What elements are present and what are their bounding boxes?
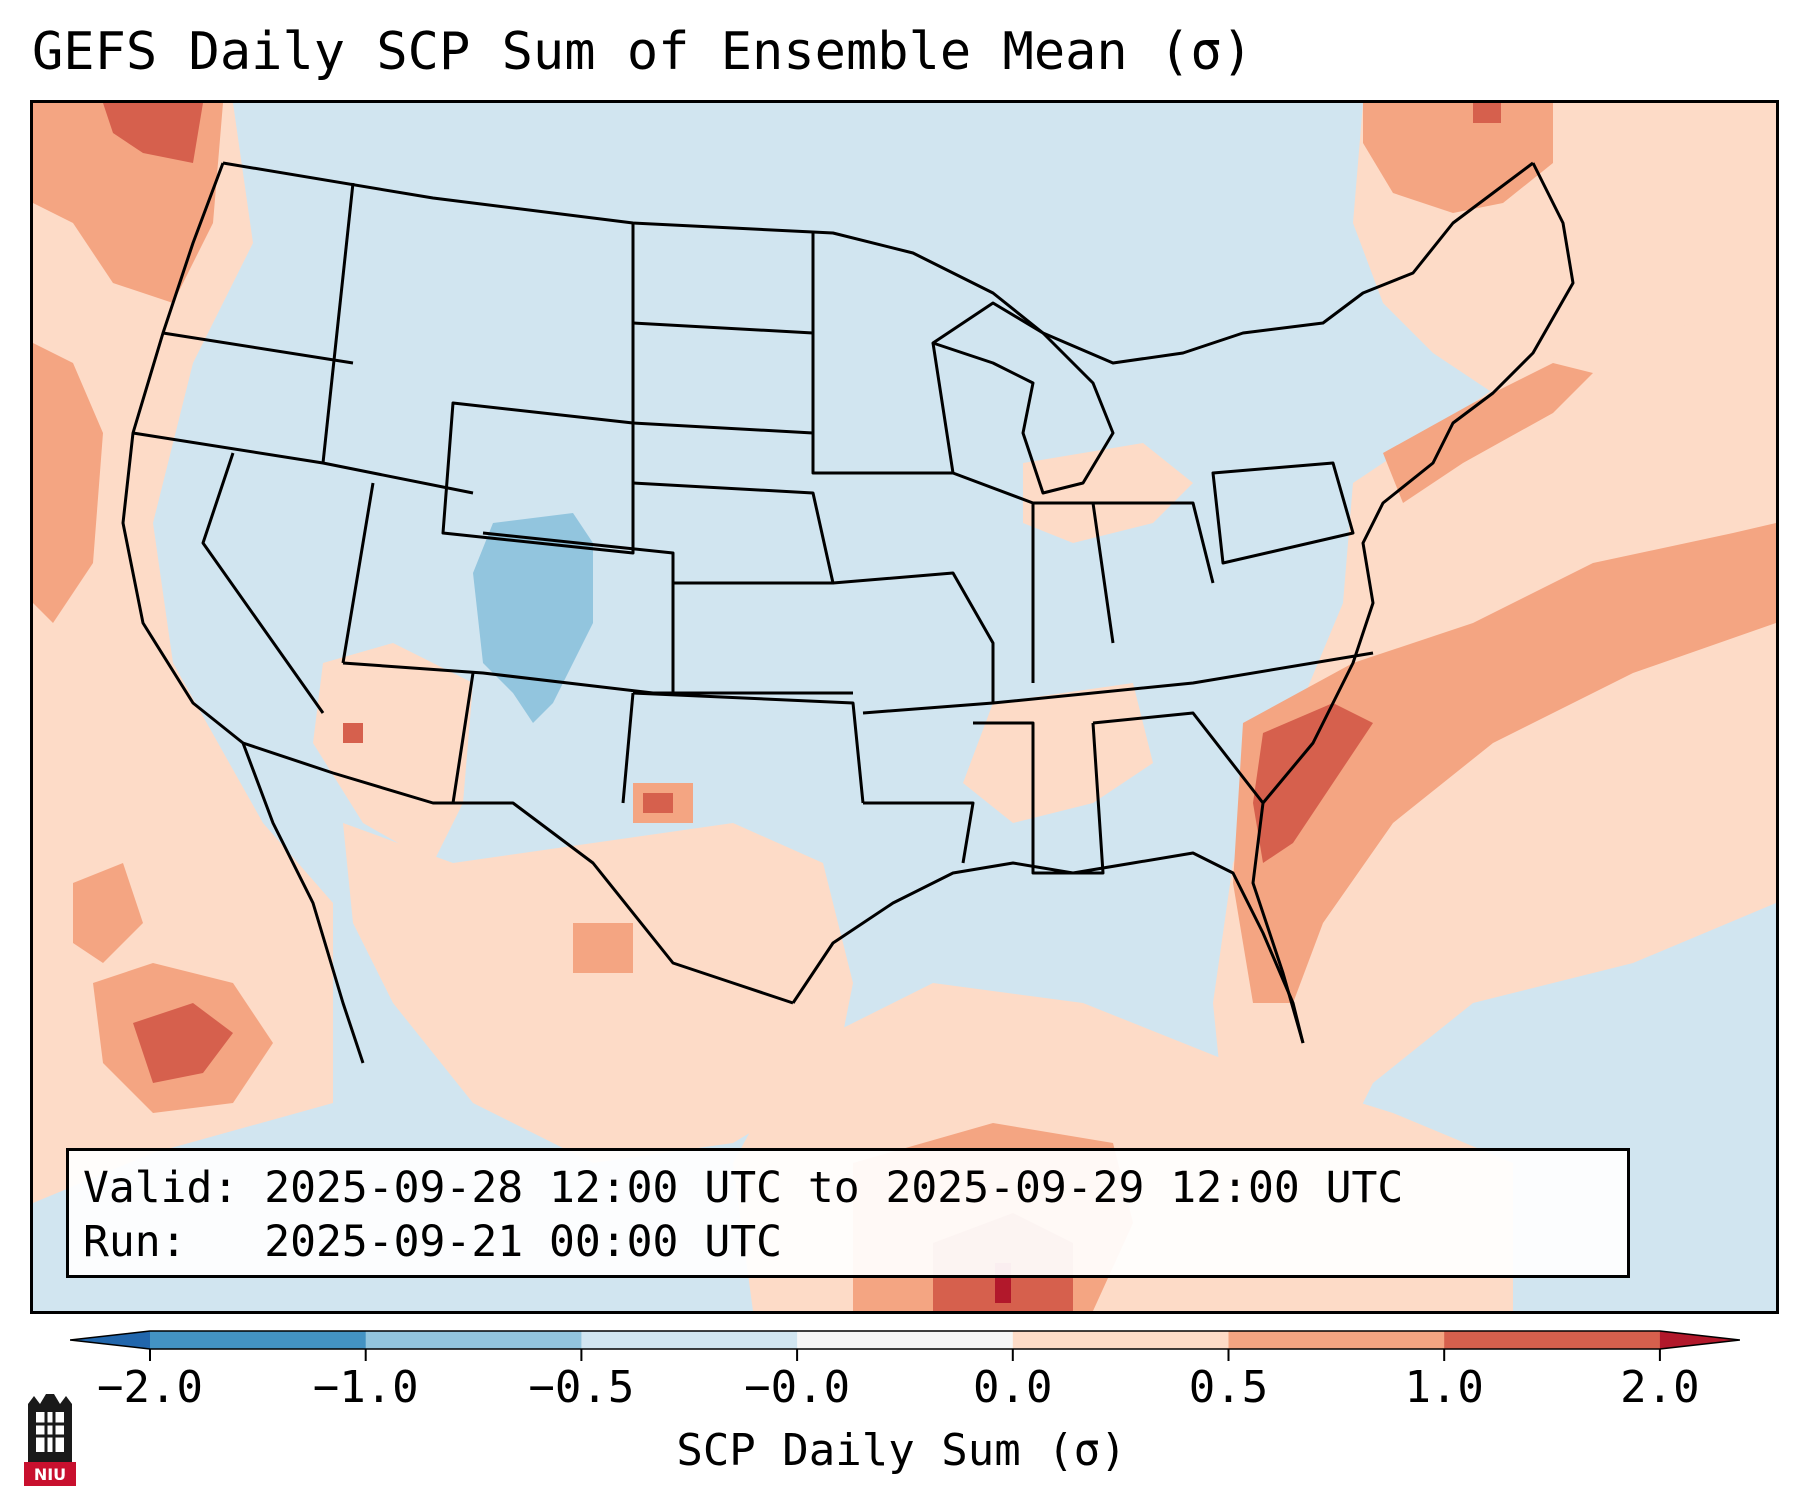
- valid-time-text: Valid: 2025-09-28 12:00 UTC to 2025-09-2…: [83, 1163, 1404, 1213]
- state-line-tn-ky: [992, 651, 1374, 705]
- state-line-mn-ia: [811, 233, 955, 475]
- state-line-ms-al: [973, 721, 1105, 875]
- colorbar-label: SCP Daily Sum (σ): [676, 1425, 1127, 1476]
- state-line-wa-or: [162, 331, 354, 365]
- field-southeast-coast-strong: [1253, 703, 1373, 863]
- state-line-il-in-oh: [952, 471, 1215, 683]
- mexico-us-border: [242, 741, 794, 1005]
- state-line-ok: [632, 691, 865, 804]
- field-pacific-southwest-moderate: [73, 863, 143, 963]
- colorbar-tick-label: 0.0: [973, 1362, 1053, 1413]
- validity-info-box: Valid: 2025-09-28 12:00 UTC to 2025-09-2…: [66, 1148, 1630, 1278]
- field-midsouth-positive: [963, 683, 1153, 823]
- field-ohio-valley-positive: [1023, 443, 1193, 543]
- colorbar-bin: [1444, 1331, 1661, 1349]
- colorbar: [70, 1330, 1740, 1361]
- state-line-id-mt: [321, 182, 355, 464]
- east-coast-outline: [1251, 162, 1575, 1044]
- field-southeast-coast-moderate: [1233, 523, 1776, 1003]
- run-time-text: Run: 2025-09-21 00:00 UTC: [83, 1217, 782, 1267]
- canada-us-border: [222, 161, 1534, 365]
- field-texas-mexico-positive: [343, 823, 853, 1163]
- colorbar-tick-label: 1.0: [1404, 1362, 1484, 1413]
- field-northeast-strong: [1473, 103, 1501, 123]
- colorbar-tick-label: −0.5: [528, 1362, 635, 1413]
- west-coast-outline: [121, 162, 365, 1064]
- field-southwest-positive: [313, 643, 473, 863]
- field-california-offshore: [33, 343, 103, 623]
- field-arizona-strong: [343, 723, 363, 743]
- colorbar-tick-label: 0.5: [1188, 1362, 1269, 1413]
- colorbar-extend-low: [70, 1331, 150, 1349]
- field-northeast-coast-moderate: [1383, 363, 1593, 503]
- colorbar-tick-label: −0.0: [744, 1362, 851, 1413]
- state-line-nv: [201, 452, 325, 714]
- great-lakes-outline: [931, 301, 1115, 495]
- state-line-ga-sc: [1092, 711, 1265, 804]
- state-line-mo: [832, 571, 995, 715]
- figure-title: GEFS Daily SCP Sum of Ensemble Mean (σ): [32, 22, 1253, 82]
- state-line-nd-sd: [632, 321, 814, 335]
- field-pnw-strong: [103, 103, 203, 163]
- state-line-wy: [441, 401, 635, 555]
- colorbar-tick-label: 2.0: [1620, 1362, 1700, 1413]
- map-panel: [30, 100, 1779, 1314]
- colorbar-bin: [150, 1331, 367, 1349]
- logo-text: NIU: [34, 1465, 66, 1484]
- colorbar-bins: [70, 1330, 1740, 1350]
- colorbar-bin: [1012, 1331, 1229, 1349]
- field-colorado-negative: [473, 513, 593, 723]
- state-line-ar-la: [863, 801, 975, 864]
- state-line-nm-tx: [621, 692, 635, 804]
- state-line-ne-ks: [632, 481, 835, 585]
- colorbar-bin: [797, 1331, 1014, 1349]
- colorbar-bin: [1228, 1331, 1445, 1349]
- boundary-lines: [121, 161, 1575, 1064]
- colorbar-tick-marks: [149, 1349, 1661, 1361]
- state-line-az-nm: [451, 672, 475, 804]
- colorbar-bin: [581, 1331, 798, 1349]
- field-atlantic-positive: [1213, 303, 1776, 1203]
- state-line-co: [482, 531, 675, 693]
- state-line-pa-ny: [1211, 461, 1355, 565]
- field-texas-strong-1: [643, 793, 673, 813]
- field-baja-offshore-strong: [133, 1003, 233, 1083]
- colorbar-tick-label: −2.0: [97, 1362, 203, 1413]
- field-mexico-moderate-1: [573, 923, 633, 973]
- colorbar-bin: [365, 1331, 582, 1349]
- niu-logo: NIU: [24, 1394, 76, 1486]
- state-line-ut: [341, 482, 375, 664]
- colorbar-extend-high: [1659, 1331, 1740, 1349]
- state-line-4corners-ew: [342, 661, 853, 695]
- colorbar-tick-label: −1.0: [312, 1362, 419, 1413]
- map-canvas: [33, 103, 1776, 1311]
